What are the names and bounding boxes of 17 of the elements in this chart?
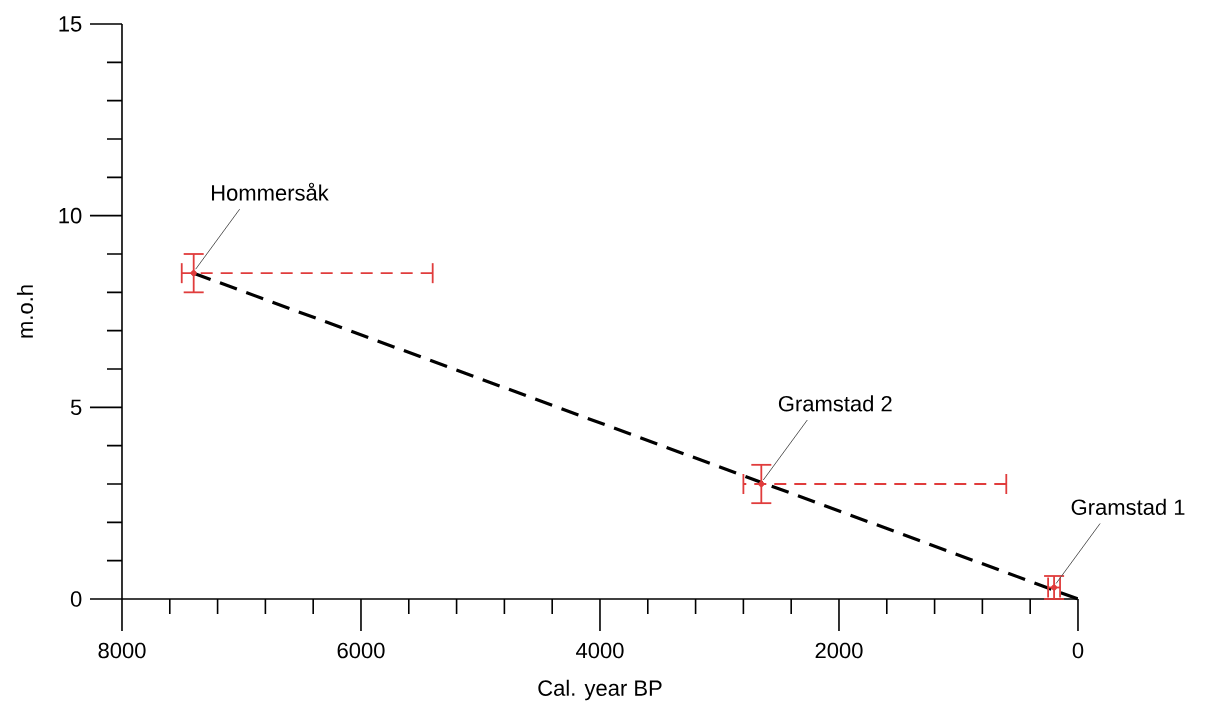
point	[758, 481, 765, 487]
annotation: Gramstad 1	[1071, 498, 1185, 515]
y-tick-label: 15	[59, 16, 82, 32]
annotation: Hommersåk	[212, 182, 329, 201]
y-axis-title: m.o.h	[16, 285, 34, 338]
x-tick-label: 8000	[98, 642, 146, 659]
x-tick-label: 4000	[576, 642, 624, 659]
point	[190, 270, 197, 277]
point	[1051, 584, 1058, 591]
x-tick-label: 6000	[337, 642, 385, 659]
y-tick-label: 10	[59, 207, 82, 224]
x-tick-label: 2000	[815, 642, 863, 659]
x-tick-label: 0	[1072, 642, 1084, 659]
y-tick-label: 5	[70, 399, 82, 416]
annotation: Gramstad 2	[778, 395, 892, 412]
y-tick-label: 0	[70, 591, 82, 607]
x-axis-title: Cal. year BP	[538, 679, 662, 701]
